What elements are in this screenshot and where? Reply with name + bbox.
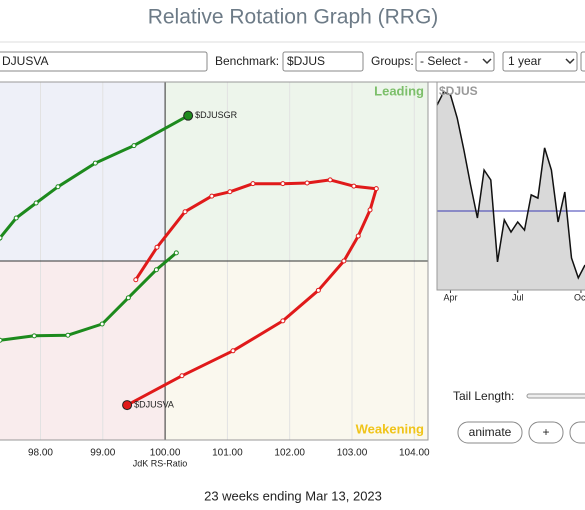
tail-point xyxy=(173,250,179,256)
benchmark-plot xyxy=(437,82,585,290)
benchmark-input[interactable]: $DJUS xyxy=(282,51,364,72)
tail-point xyxy=(99,321,105,327)
quadrant-lagging xyxy=(0,261,166,440)
tail-line xyxy=(0,114,189,342)
tail-length-label: Tail Length: xyxy=(453,389,514,403)
quadrant-label: Weakening xyxy=(356,421,424,436)
x-axis-label: JdK RS-Ratio xyxy=(133,458,188,468)
groups-text: - Select - xyxy=(420,54,468,68)
tail-point xyxy=(131,143,137,149)
footer: 23 weeks ending Mar 13, 2023 xyxy=(204,488,382,503)
x-tick-label: 100.00 xyxy=(150,448,181,459)
area-fill xyxy=(437,92,585,290)
rrg-axis: 98.00 99.00 100.00 101.00 102.00 103.00 104.00… xyxy=(28,83,430,468)
more-button[interactable] xyxy=(569,421,585,444)
tail-point xyxy=(351,183,357,189)
rrg-plot: $DJUSGR $DJUSVA xyxy=(0,82,428,440)
period-text: 1 year xyxy=(508,54,541,68)
x-tick-label: 102.00 xyxy=(274,448,305,459)
series-label: $DJUSVA xyxy=(134,399,174,409)
tail-point xyxy=(315,287,321,293)
tail-point xyxy=(230,348,236,354)
x-tick-label: 101.00 xyxy=(212,448,243,459)
tail-point xyxy=(65,332,71,338)
tail-point xyxy=(55,184,61,190)
x-tick-label: 99.00 xyxy=(90,448,115,459)
tail-point xyxy=(182,209,188,215)
symbols-input[interactable]: DJUSVA xyxy=(0,51,208,72)
benchmark-axis: Apr Jul Oct $DJUS xyxy=(436,81,585,302)
tail-slider[interactable] xyxy=(526,393,585,399)
tail-point xyxy=(355,233,361,239)
plus-text: + xyxy=(542,425,549,439)
tail-point xyxy=(227,189,233,195)
tail-point xyxy=(179,373,185,379)
tail-point xyxy=(209,193,215,199)
tail-point xyxy=(280,181,286,187)
quadrant-weakening xyxy=(165,261,428,440)
head-point xyxy=(183,110,194,121)
x-tick-label: 104.00 xyxy=(399,448,430,459)
tail-point xyxy=(31,333,37,339)
x-tick-label: Jul xyxy=(512,292,524,302)
plus-button[interactable]: + xyxy=(528,421,564,444)
x-tick-label: Oct xyxy=(574,292,585,302)
groups-label: Groups: xyxy=(371,54,414,68)
tail-point xyxy=(341,258,347,264)
animate-text: animate xyxy=(469,425,512,439)
symbols-text: DJUSVA xyxy=(2,54,48,68)
tail-point xyxy=(0,337,3,343)
tail-point xyxy=(327,177,333,183)
tail-point xyxy=(133,277,139,283)
tail-point xyxy=(250,181,256,187)
tail-point xyxy=(125,295,131,301)
tail-point xyxy=(13,215,19,221)
page-title: Relative Rotation Graph (RRG) xyxy=(148,6,439,29)
tail-point xyxy=(367,207,373,213)
series-label: $DJUSGR xyxy=(195,110,238,120)
rrg-frame xyxy=(0,81,429,441)
tail-point xyxy=(153,267,159,273)
tail-point xyxy=(92,160,98,166)
tail-point xyxy=(0,235,3,241)
quadrant-label: Leading xyxy=(374,83,424,98)
benchmark-title: $DJUS xyxy=(439,84,478,98)
tail-point xyxy=(280,318,286,324)
period-select[interactable]: 1 year xyxy=(502,51,578,72)
quadrant-leading xyxy=(165,82,428,261)
groups-select[interactable]: - Select - xyxy=(415,51,495,72)
price-line xyxy=(437,91,585,280)
tail-point xyxy=(154,244,160,250)
tail-point xyxy=(304,180,310,186)
head-point xyxy=(122,400,133,411)
benchmark-label: Benchmark: xyxy=(215,54,279,68)
x-tick-label: Apr xyxy=(443,292,457,302)
plot-frame xyxy=(436,81,585,291)
animate-button[interactable]: animate xyxy=(457,421,523,444)
tail-point xyxy=(33,200,39,206)
x-tick-label: 103.00 xyxy=(337,448,368,459)
benchmark-text: $DJUS xyxy=(287,54,325,68)
x-tick-label: 98.00 xyxy=(28,448,53,459)
extra-select[interactable] xyxy=(580,51,585,72)
tail-point xyxy=(373,186,379,192)
